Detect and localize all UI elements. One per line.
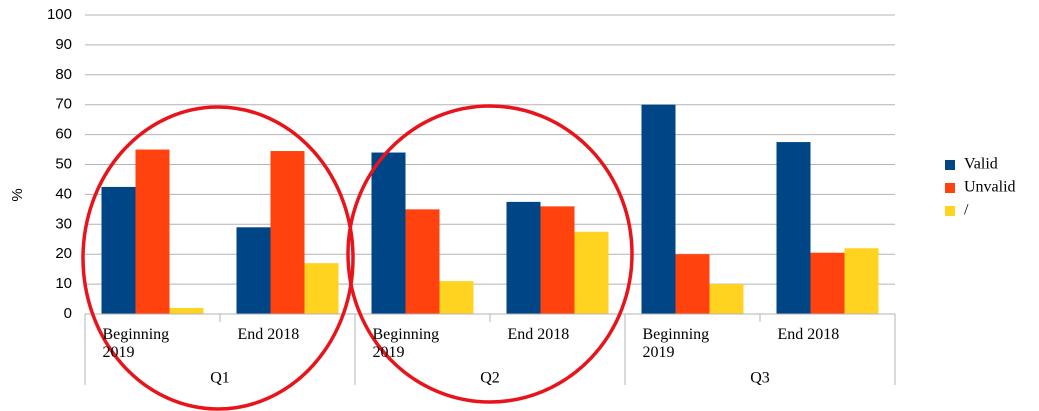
legend-swatch	[945, 206, 955, 216]
x-tick-label: Beginning 2019	[372, 326, 440, 361]
group-label: Q2	[480, 370, 500, 387]
x-tick-label: End 2018	[237, 326, 300, 343]
annotation-circle	[81, 105, 355, 411]
legend-swatch	[945, 160, 955, 170]
bar	[709, 284, 744, 314]
y-tick-label: 30	[55, 215, 72, 232]
bar	[641, 104, 676, 314]
bar	[675, 254, 710, 314]
y-tick-label: 20	[55, 245, 72, 262]
bar	[304, 263, 339, 314]
legend-label: Unvalid	[964, 179, 1016, 196]
bar	[844, 248, 879, 314]
legend-label: Valid	[964, 156, 998, 173]
x-tick-label: Beginning 2019	[642, 326, 710, 361]
bar	[405, 209, 440, 314]
bar	[101, 186, 136, 314]
y-tick-label: 100	[47, 6, 72, 23]
group-label: Q3	[750, 370, 770, 387]
bar	[439, 281, 474, 314]
bar	[540, 206, 575, 314]
bar	[506, 201, 541, 314]
y-tick-label: 50	[55, 155, 72, 172]
bar	[574, 231, 609, 314]
bar	[371, 152, 406, 314]
legend-swatch	[945, 183, 955, 193]
y-tick-label: 40	[55, 185, 72, 202]
x-tick-label: End 2018	[777, 326, 840, 343]
x-tick-label: Beginning 2019	[102, 326, 170, 361]
y-tick-label: 80	[55, 66, 72, 83]
bar	[776, 142, 811, 314]
legend-label: /	[964, 202, 969, 219]
bar	[135, 149, 170, 314]
x-tick-label: End 2018	[507, 326, 570, 343]
y-tick-label: 90	[55, 36, 72, 53]
bar	[270, 151, 305, 314]
group-label: Q1	[210, 370, 230, 387]
y-tick-label: 70	[55, 96, 72, 113]
bar	[236, 227, 271, 314]
y-tick-label: 0	[64, 305, 72, 322]
y-tick-label: 60	[55, 126, 72, 143]
y-tick-label: 10	[55, 275, 72, 292]
bar	[169, 308, 204, 314]
bar	[810, 252, 845, 314]
y-axis-label: %	[9, 188, 26, 201]
annotation-circle	[346, 104, 634, 404]
